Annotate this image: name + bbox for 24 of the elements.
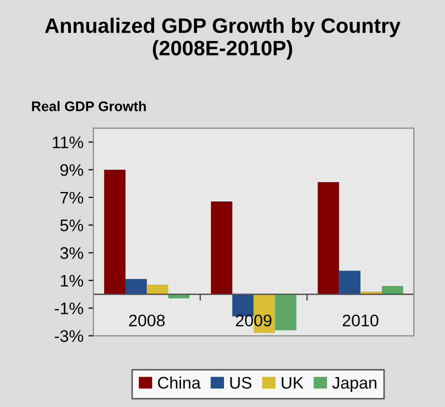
chart-title: Annualized GDP Growth by Country (2008E-2010P) xyxy=(44,18,400,60)
legend-label: Japan xyxy=(332,377,376,392)
y-tick-label: 5% xyxy=(60,220,84,232)
bar xyxy=(275,294,296,330)
bar xyxy=(339,270,360,294)
y-tick-label: 7% xyxy=(60,192,84,204)
bar xyxy=(232,294,254,316)
y-axis-title: Real GDP Growth xyxy=(32,101,146,112)
bar xyxy=(104,170,126,294)
bar xyxy=(210,202,232,294)
legend-label: China xyxy=(158,376,201,389)
y-tick-label: -3% xyxy=(54,330,84,342)
x-tick-label: 2008 xyxy=(129,314,165,326)
y-tick-label: 9% xyxy=(60,164,84,176)
y-tick-label: -1% xyxy=(54,302,84,314)
y-tick-label: 11% xyxy=(52,136,84,148)
y-tick-label: 3% xyxy=(60,247,84,259)
x-tick-label: 2010 xyxy=(342,314,378,326)
legend-label: US xyxy=(230,376,252,389)
bar xyxy=(125,279,147,294)
y-tick-label: 1% xyxy=(60,274,84,287)
bar xyxy=(318,182,340,294)
bar xyxy=(146,284,168,294)
legend-label: UK xyxy=(282,377,304,389)
